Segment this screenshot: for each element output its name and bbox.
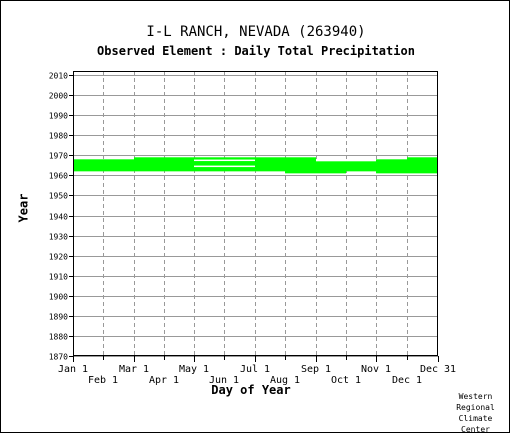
data-bar [346, 161, 376, 172]
y-tick-label: 1880 [49, 333, 68, 342]
credit-line: Center [461, 425, 490, 434]
data-bar [73, 159, 103, 172]
plot-border [73, 71, 438, 356]
x-tick-label: Oct 1 [331, 375, 361, 386]
y-tick-label: 1970 [49, 152, 68, 161]
x-tick-label: Nov 1 [361, 364, 391, 375]
data-gap [194, 165, 224, 168]
y-tick-label: 1990 [49, 112, 68, 121]
y-tick-label: 2010 [49, 72, 68, 81]
y-tick-label: 1920 [49, 253, 68, 262]
x-tick-label: Apr 1 [149, 375, 179, 386]
x-tick-label: May 1 [179, 364, 209, 375]
grid-lines [73, 71, 438, 357]
data-bar [407, 157, 438, 174]
x-tick-label: Dec 31 [420, 364, 456, 375]
credit-line: Climate [458, 414, 493, 423]
x-tick-label: Aug 1 [270, 375, 300, 386]
x-tick-label: Dec 1 [392, 375, 422, 386]
chart-title: I-L RANCH, NEVADA (263940) [146, 24, 366, 40]
y-tick-label: 1980 [49, 132, 68, 141]
axes [69, 71, 439, 362]
credit-line: Regional [456, 403, 495, 412]
y-tick-label: 1930 [49, 233, 68, 242]
data-bar [134, 157, 164, 172]
data-bar [103, 159, 134, 172]
x-tick-label: Jan 1 [58, 364, 88, 375]
y-tick-label: 1940 [49, 213, 68, 222]
data-gap [224, 159, 255, 162]
x-tick-label: Feb 1 [88, 375, 118, 386]
x-tick-label: Sep 1 [301, 364, 331, 375]
data-bar [316, 161, 346, 174]
y-tick-label: 2000 [49, 92, 68, 101]
x-axis-label: Day of Year [211, 383, 291, 397]
y-tick-label: 1950 [49, 192, 68, 201]
data-bar [194, 157, 224, 172]
x-tick-label: Mar 1 [119, 364, 149, 375]
data-bar [376, 159, 407, 174]
y-tick-label: 1910 [49, 273, 68, 282]
data-bar [255, 157, 285, 172]
credit-line: Western [458, 392, 493, 401]
data-bar [224, 157, 255, 172]
tick-labels: 1870 1880 1890 1900 1910 1920 1930 1940 1950 1960… [49, 72, 456, 387]
x-tick-label: Jun 1 [209, 375, 239, 386]
data-bars [73, 157, 438, 174]
data-bar [285, 157, 316, 174]
chart-subtitle: Observed Element : Daily Total Precipita… [97, 44, 415, 58]
data-gap [194, 159, 224, 162]
data-gap [224, 165, 255, 168]
y-tick-label: 1960 [49, 172, 68, 181]
x-tick-label: Jul 1 [240, 364, 270, 375]
y-tick-label: 1890 [49, 313, 68, 322]
credit-text: Western Regional Climate Center [448, 391, 503, 435]
y-tick-label: 1900 [49, 293, 68, 302]
y-tick-label: 1870 [49, 353, 68, 362]
data-bar [164, 157, 194, 172]
